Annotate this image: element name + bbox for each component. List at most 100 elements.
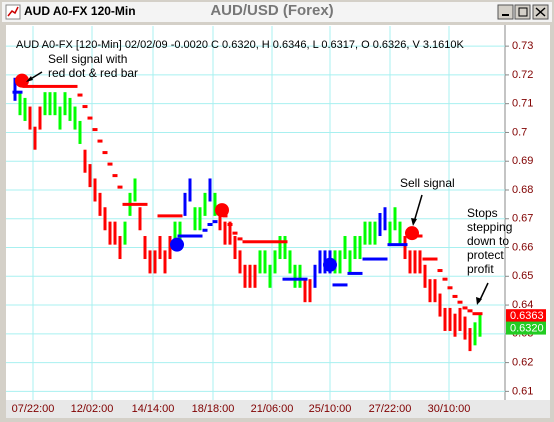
- price-bar: [228, 221, 232, 245]
- stop-dot: [157, 214, 163, 218]
- price-bar: [213, 192, 217, 216]
- price-bar: [308, 279, 312, 303]
- price-bar: [178, 221, 182, 245]
- price-bar: [33, 126, 37, 150]
- stop-dot: [402, 243, 408, 247]
- y-tick-label: 0.73: [512, 40, 533, 52]
- y-tick-label: 0.64: [512, 299, 533, 311]
- price-bar: [473, 322, 477, 346]
- price-bar: [393, 207, 397, 231]
- stop-dot: [47, 84, 53, 88]
- price-bar: [68, 97, 72, 121]
- price-bar: [363, 221, 367, 245]
- price-bar: [143, 236, 147, 260]
- price-bar: [158, 236, 162, 260]
- stop-dot: [42, 84, 48, 88]
- price-bar: [163, 250, 167, 274]
- stop-dot: [297, 277, 303, 281]
- price-bar: [28, 106, 32, 130]
- stop-dot: [232, 231, 238, 235]
- stop-dot: [382, 257, 388, 261]
- price-bar: [383, 207, 387, 231]
- annotation: Sell signal with: [48, 52, 127, 66]
- title-bar: [2, 2, 552, 22]
- stop-dot: [422, 257, 428, 261]
- stop-dot: [352, 271, 358, 275]
- x-tick-label: 21/06:00: [251, 403, 294, 415]
- stop-dot: [172, 214, 178, 218]
- annotation: stepping: [467, 220, 512, 234]
- price-bar: [303, 279, 307, 303]
- price-bar: [338, 250, 342, 274]
- price-bar: [373, 221, 377, 245]
- stop-dot: [392, 243, 398, 247]
- stop-dot: [82, 105, 88, 109]
- price-bar: [258, 250, 262, 274]
- price-bar: [423, 264, 427, 288]
- price-bar: [378, 213, 382, 237]
- annotation: down to: [467, 234, 509, 248]
- price-bar: [138, 207, 142, 231]
- header-text: AUD A0-FX [120-Min] 02/02/09 -0.0020 C 0…: [16, 39, 464, 51]
- price-marker-label: 0.6363: [510, 310, 544, 322]
- x-tick-label: 12/02:00: [71, 403, 114, 415]
- stop-dot: [212, 220, 218, 224]
- x-tick-label: 25/10:00: [309, 403, 352, 415]
- price-bar: [233, 236, 237, 260]
- stop-dot: [122, 202, 128, 206]
- stop-dot: [52, 84, 58, 88]
- stop-dot: [207, 223, 213, 227]
- price-bar: [53, 92, 57, 116]
- stop-dot: [397, 243, 403, 247]
- price-bar: [463, 316, 467, 340]
- stop-dot: [447, 286, 453, 290]
- y-tick-label: 0.69: [512, 155, 533, 167]
- price-bar: [368, 221, 372, 245]
- price-bar: [183, 192, 187, 216]
- stop-dot: [167, 214, 173, 218]
- stop-dot: [472, 312, 478, 316]
- stop-dot: [437, 269, 443, 273]
- stop-dot: [97, 139, 103, 143]
- stop-dot: [162, 214, 168, 218]
- price-bar: [78, 120, 82, 144]
- price-bar: [248, 264, 252, 288]
- y-tick-label: 0.7: [512, 126, 527, 138]
- price-bar: [93, 178, 97, 202]
- price-bar: [318, 250, 322, 274]
- price-bar: [343, 236, 347, 260]
- price-bar: [43, 92, 47, 116]
- stop-dot: [137, 202, 143, 206]
- price-bar: [288, 250, 292, 274]
- price-bar: [458, 307, 462, 331]
- price-bar: [73, 106, 77, 130]
- stop-dot: [72, 84, 78, 88]
- price-bar: [223, 221, 227, 245]
- stop-dot: [282, 240, 288, 244]
- minimize-button[interactable]: [497, 4, 514, 20]
- stop-dot: [262, 240, 268, 244]
- price-bar: [348, 250, 352, 274]
- x-tick-label: 18/18:00: [192, 403, 235, 415]
- price-bar: [408, 250, 412, 274]
- price-bar: [243, 264, 247, 288]
- maximize-button[interactable]: [514, 4, 531, 20]
- window-title: AUD A0-FX 120-Min: [24, 4, 136, 18]
- price-marker-label: 0.6320: [510, 322, 544, 334]
- x-axis-band: [6, 400, 550, 418]
- annotation: Stops: [467, 206, 498, 220]
- price-bar: [478, 313, 482, 337]
- stop-dot: [57, 84, 63, 88]
- stop-dot: [177, 234, 183, 238]
- stop-dot: [347, 271, 353, 275]
- price-bar: [313, 264, 317, 288]
- y-tick-label: 0.61: [512, 385, 533, 397]
- y-tick-label: 0.68: [512, 184, 533, 196]
- price-bar: [468, 328, 472, 352]
- price-bar: [398, 221, 402, 245]
- stop-dot: [92, 128, 98, 132]
- annotation: profit: [467, 262, 494, 276]
- plot-background: [6, 25, 550, 400]
- price-bar: [173, 221, 177, 245]
